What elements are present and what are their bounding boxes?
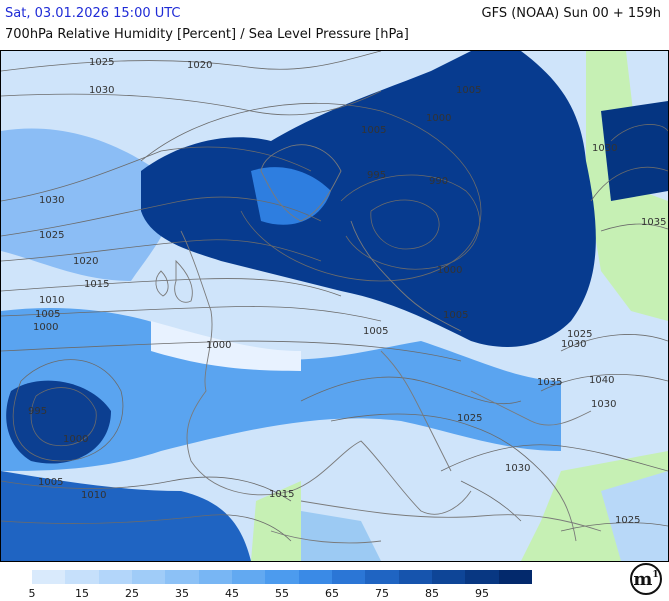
isobar-label: 1030 (89, 85, 114, 96)
isobar-label: 995 (367, 170, 386, 181)
isobar-label: 1005 (361, 125, 386, 136)
isobar-label: 1005 (456, 85, 481, 96)
legend-swatch (131, 570, 166, 584)
isobar-label: 1025 (567, 329, 592, 340)
isobar-label: 1010 (39, 295, 64, 306)
isobar-label: 1000 (426, 113, 451, 124)
legend-label: 55 (275, 587, 289, 600)
humidity-band-mid (1, 307, 561, 471)
isobars (1, 51, 668, 542)
model-run: GFS (NOAA) Sun 00 + 159h (481, 6, 661, 21)
legend-swatch (298, 570, 332, 584)
isobar-label: 1035 (537, 377, 562, 388)
isobar-label: 1020 (187, 60, 212, 71)
isobar-label: 1035 (641, 217, 666, 228)
logo-superscript: 1 (652, 570, 659, 580)
humidity-east-south (601, 471, 668, 561)
legend-label: 35 (175, 587, 189, 600)
legend-swatch (65, 570, 99, 584)
legend-swatch (198, 570, 232, 584)
map-svg: 1025 1020 1030 1030 1025 1020 1015 1010 … (1, 51, 668, 561)
humidity-patch-scandinavia (251, 167, 331, 225)
legend-swatch (231, 570, 266, 584)
isobar-label: 1005 (35, 309, 60, 320)
isobar-label: 1005 (38, 477, 63, 488)
isobar-label: 1030 (561, 339, 586, 350)
legend-swatch (265, 570, 299, 584)
legend-label: 25 (125, 587, 139, 600)
legend-swatch (398, 570, 432, 584)
legend-swatch (32, 570, 66, 584)
humidity-low-atlantic (6, 380, 111, 464)
isobar-label: 1000 (206, 340, 231, 351)
valid-time: Sat, 03.01.2026 15:00 UTC (5, 6, 181, 21)
legend-swatch (365, 570, 399, 584)
dry-streak (151, 321, 301, 371)
legend-label: 65 (325, 587, 339, 600)
isobar-label: 1025 (615, 515, 640, 526)
legend-labels: 5 15 25 35 45 55 65 75 85 95 (0, 587, 669, 601)
legend-label: 75 (375, 587, 389, 600)
isobar-label: 1040 (589, 375, 614, 386)
humid-sahara (301, 511, 381, 561)
isobar-label: 1025 (457, 413, 482, 424)
coastlines (155, 144, 602, 544)
isobar-label: 1020 (73, 256, 98, 267)
legend-label: 95 (475, 587, 489, 600)
isobar-label: 1025 (89, 57, 114, 68)
dry-land-south (251, 481, 301, 561)
humidity-core-north (141, 51, 596, 347)
isobar-label: 1005 (443, 310, 468, 321)
legend-label: 15 (75, 587, 89, 600)
legend-label: 85 (425, 587, 439, 600)
legend-label: 45 (225, 587, 239, 600)
legend-swatch (465, 570, 499, 584)
isobar-label: 990 (429, 176, 448, 187)
isobar-label: 1000 (437, 265, 462, 276)
legend-swatch (165, 570, 199, 584)
humidity-southwest (1, 471, 251, 561)
legend-swatch (331, 570, 366, 584)
isobar-label: 1030 (591, 399, 616, 410)
humidity-west (1, 128, 173, 281)
isobar-label: 1000 (33, 322, 58, 333)
isobar-label-group: 1025 1020 1030 1030 1025 1020 1015 1010 … (28, 57, 666, 526)
isobar-label: 1010 (81, 490, 106, 501)
weather-map[interactable]: 1025 1020 1030 1030 1025 1020 1015 1010 … (0, 50, 669, 562)
isobar-label: 1005 (363, 326, 388, 337)
isobar-label: 1015 (269, 489, 294, 500)
legend-swatch (431, 570, 466, 584)
humidity-legend (32, 570, 532, 584)
isobar-label: 995 (28, 406, 47, 417)
isobar-label: 1030 (592, 143, 617, 154)
isobar-label: 1030 (39, 195, 64, 206)
legend-swatch (98, 570, 132, 584)
legend-label: 5 (28, 587, 36, 600)
humidity-northeast (601, 101, 668, 201)
isobar-label: 1000 (63, 434, 88, 445)
isobar-label: 1030 (505, 463, 530, 474)
logo-letter: m (633, 568, 653, 590)
legend-swatch (498, 570, 532, 584)
isobar-label: 1015 (84, 279, 109, 290)
isobar-label: 1025 (39, 230, 64, 241)
parameter-title: 700hPa Relative Humidity [Percent] / Sea… (5, 27, 409, 42)
